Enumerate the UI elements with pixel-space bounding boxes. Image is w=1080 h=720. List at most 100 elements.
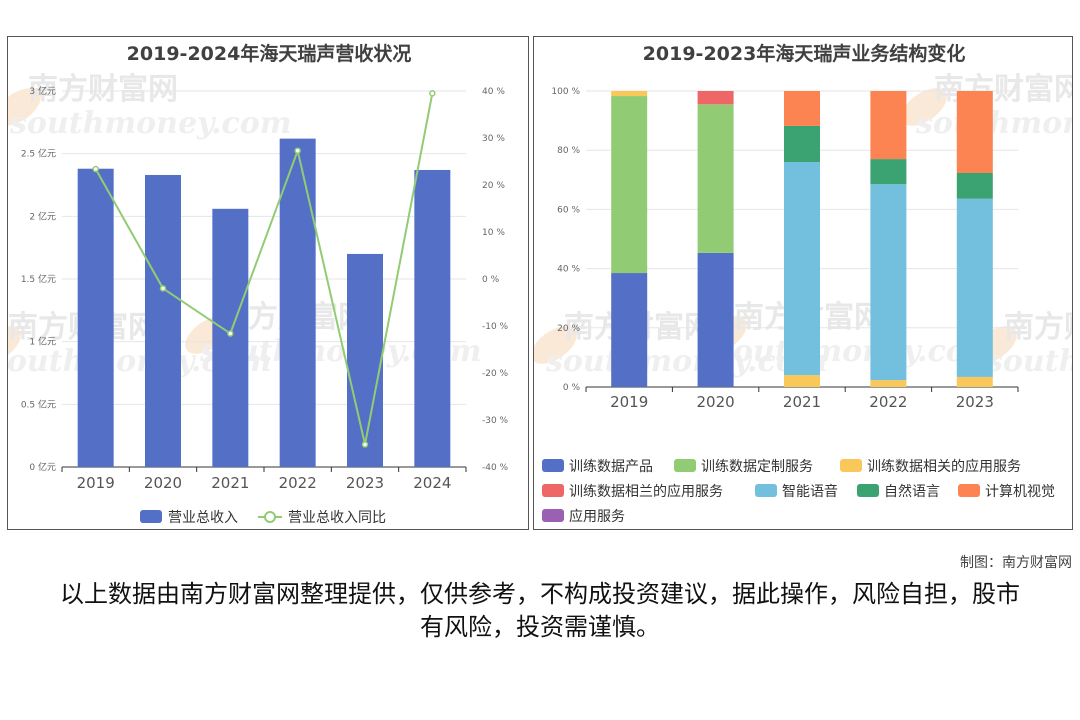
stacked-bar-segment (784, 125, 820, 163)
disclaimer-text: 以上数据由南方财富网整理提供，仅供参考，不构成投资建议，据此操作，风险自担，股市… (60, 580, 1020, 641)
stacked-bar-segment (956, 376, 993, 387)
bar-revenue (347, 253, 383, 467)
legend-swatch (542, 484, 564, 497)
stacked-bar-segment (784, 162, 820, 376)
legend-label: 训练数据定制服务 (701, 459, 813, 475)
stacked-bar-segment (956, 91, 993, 173)
y-tick-label-right: 20 % (482, 181, 505, 191)
watermark-text: southmoney.com (9, 106, 291, 141)
y-tick-label: 80 % (557, 146, 580, 156)
chart-title: 2019-2023年海天瑞声业务结构变化 (643, 42, 966, 65)
legend-label: 自然语言 (884, 483, 940, 500)
stacked-bar-segment (697, 252, 734, 387)
bar-revenue (279, 138, 316, 468)
legend-swatch (840, 459, 862, 472)
x-tick-label: 2019 (610, 393, 648, 411)
x-tick-label: 2023 (956, 393, 994, 411)
x-tick-label: 2020 (144, 474, 182, 492)
y-tick-label-right: -40 % (482, 463, 509, 473)
legend-label: 智能语音 (782, 483, 838, 500)
watermark-text: southmoney.com (915, 106, 1073, 141)
y-tick-label-left: 1 亿元 (29, 336, 56, 348)
y-tick-label-right: -10 % (482, 322, 509, 332)
stacked-bar-segment (870, 380, 907, 387)
legend-swatch-revenue (140, 510, 162, 523)
legend-swatch (542, 459, 564, 472)
legend-swatch (857, 484, 879, 497)
legend-label: 应用服务 (569, 508, 625, 525)
stacked-bar-segment (870, 184, 907, 381)
stacked-bar-segment (870, 91, 907, 160)
y-tick-label-right: 0 % (482, 275, 500, 285)
watermark-swoosh (8, 326, 21, 364)
y-tick-label: 0 % (563, 383, 581, 393)
bar-revenue (145, 174, 181, 467)
point-yoy (294, 147, 301, 154)
point-yoy (429, 90, 436, 97)
y-tick-label-right: 30 % (482, 134, 505, 144)
x-tick-label: 2022 (279, 474, 317, 492)
bar-revenue (77, 168, 114, 467)
line-yoy (94, 93, 434, 445)
legend-swatch (542, 509, 564, 522)
chart-credit: 制图：南方财富网 (960, 555, 1072, 571)
watermark-swoosh (8, 88, 41, 126)
legend-label-yoy: 营业总收入同比 (288, 510, 386, 526)
y-tick-label-right: -30 % (482, 416, 509, 426)
y-tick-label: 100 % (551, 87, 580, 97)
x-tick-label: 2021 (211, 474, 249, 492)
business-structure-chart-panel: 南方财富网southmoney.com南方财富网southmoney.com南方… (533, 36, 1073, 530)
stacked-bar-segment (784, 91, 820, 126)
y-tick-label-right: -20 % (482, 369, 509, 379)
revenue-chart: 南方财富网southmoney.com南方财富网southmoney.com南方… (8, 42, 509, 526)
stacked-bar-segment (611, 96, 648, 274)
y-tick-label-right: 40 % (482, 87, 505, 97)
stacked-bar-segment (956, 198, 993, 377)
y-tick-label-left: 1.5 亿元 (21, 273, 56, 285)
point-yoy (92, 165, 99, 173)
y-tick-label-left: 0.5 亿元 (21, 398, 56, 410)
watermark-swoosh (534, 326, 577, 364)
business-structure-chart: 南方财富网southmoney.com南方财富网southmoney.com南方… (534, 42, 1073, 525)
x-tick-label: 2020 (697, 393, 735, 411)
stacked-bar-segment (956, 172, 993, 199)
bar-revenue (212, 208, 249, 467)
watermark-swoosh (901, 88, 947, 126)
legend-swatch-yoy-marker (264, 511, 276, 523)
stacked-bar-segment (870, 159, 907, 185)
x-tick-label: 2019 (77, 474, 115, 492)
stacked-bar-segment (611, 91, 648, 97)
legend-label: 训练数据产品 (569, 459, 653, 475)
legend-label: 训练数据相兰的应用服务 (569, 483, 723, 500)
watermark-text: southmoney.com (715, 334, 997, 369)
x-tick-label: 2021 (783, 393, 821, 411)
y-tick-label-left: 0 亿元 (29, 461, 56, 473)
stacked-bar-segment (697, 91, 734, 105)
x-tick-label: 2022 (869, 393, 907, 411)
point-yoy (361, 441, 369, 448)
watermark-text: 南方财富网 (28, 72, 178, 107)
legend-swatch (674, 459, 696, 472)
watermark-text: southmoney.com (545, 344, 827, 379)
y-tick-label-left: 2 亿元 (29, 210, 56, 222)
legend-label: 计算机视觉 (985, 484, 1055, 500)
watermark-text: 南方财富网 (934, 72, 1073, 107)
legend-label-revenue: 营业总收入 (168, 510, 238, 526)
x-tick-label: 2023 (346, 474, 384, 492)
y-tick-label-left: 2.5 亿元 (21, 148, 56, 160)
point-yoy (159, 285, 167, 292)
bar-revenue (414, 169, 451, 467)
y-tick-label: 40 % (557, 265, 580, 275)
x-tick-label: 2024 (413, 474, 451, 492)
y-tick-label: 60 % (557, 205, 580, 215)
watermark-text: southmoney.com (985, 344, 1073, 379)
point-yoy (227, 330, 234, 337)
legend-label: 训练数据相关的应用服务 (867, 458, 1021, 475)
stacked-bar-segment (611, 273, 648, 387)
legend-swatch (958, 484, 980, 497)
y-tick-label: 20 % (557, 324, 580, 334)
stacked-bar-segment (784, 375, 820, 387)
y-tick-label-right: 10 % (482, 228, 505, 238)
chart-title: 2019-2024年海天瑞声营收状况 (127, 42, 412, 65)
y-tick-label-left: 3 亿元 (29, 85, 56, 97)
